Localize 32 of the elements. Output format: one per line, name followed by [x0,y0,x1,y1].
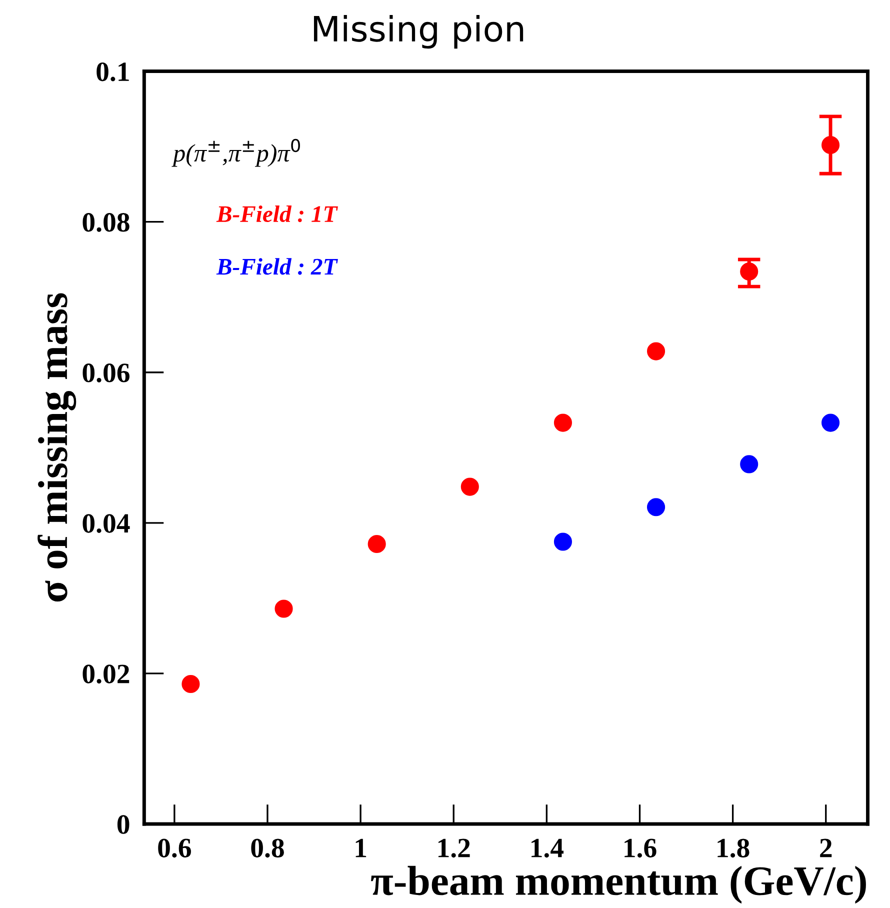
point [647,498,666,516]
x-tick-label: 2 [820,838,832,858]
x-tick-label: 1.6 [624,838,656,858]
x-tick-label: 1.2 [438,838,470,858]
point [554,414,572,432]
y-tick-label: 0 [117,815,130,834]
point [740,262,758,281]
y-axis-title: σ of missing mass [38,293,76,602]
point [368,534,386,554]
x-tick-label: 1.4 [532,838,564,858]
point [821,136,840,154]
point [274,600,293,618]
x-axis-title: π-beam momentum (GeV/c) [371,866,866,904]
point [554,532,572,551]
y-tick-label: 0.02 [82,664,130,684]
chart-title: Missing pion [314,14,524,49]
point [182,674,200,694]
y-tick-label: 0.1 [96,62,129,82]
x-tick-label: 1 [356,838,366,858]
text: B-Field : 2T [216,258,338,275]
x-tick-label: 1.8 [718,838,750,858]
x-tick-label: 0.8 [251,838,284,858]
y-tick-label: 0.04 [82,514,130,533]
point [821,414,840,432]
x-tick-label: 0.6 [158,838,191,858]
annotation: p(π$^{±}$,π$^{±}$p)π$^{0}$ [172,138,300,167]
point [460,478,479,496]
y-tick-label: 0.08 [82,212,130,232]
y-tick-label: 0.06 [82,364,130,382]
point [740,455,758,474]
text: B-Field : 1T [216,205,338,222]
point [647,342,666,360]
